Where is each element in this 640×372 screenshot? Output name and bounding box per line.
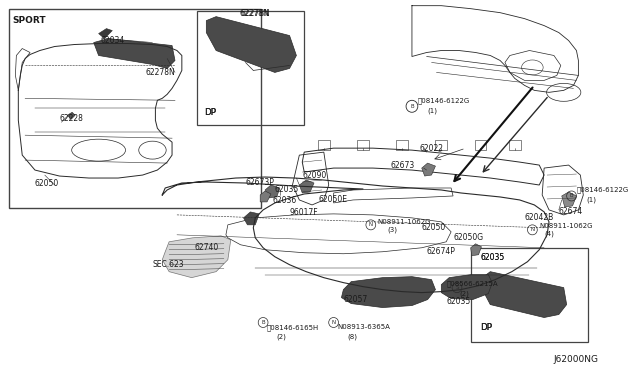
Polygon shape <box>67 112 75 119</box>
Text: 62036: 62036 <box>273 196 297 205</box>
Text: DP: DP <box>204 108 216 117</box>
Bar <box>475 140 486 150</box>
Text: DP: DP <box>481 323 493 332</box>
Polygon shape <box>300 180 314 193</box>
Text: 62022: 62022 <box>420 144 444 153</box>
Text: SEC.623: SEC.623 <box>152 260 184 269</box>
Text: DP: DP <box>481 323 492 332</box>
Text: (1): (1) <box>586 197 596 203</box>
Bar <box>435 140 447 150</box>
Text: 62034: 62034 <box>100 36 125 45</box>
Bar <box>196 11 304 125</box>
Text: N08913-6365A: N08913-6365A <box>337 324 390 330</box>
Text: B: B <box>410 104 413 109</box>
Polygon shape <box>244 212 259 225</box>
Bar <box>470 248 588 342</box>
Text: 62228: 62228 <box>60 114 83 123</box>
Text: J62000NG: J62000NG <box>554 355 599 364</box>
Text: (4): (4) <box>544 231 554 237</box>
Text: 62278N: 62278N <box>146 68 175 77</box>
Text: N08911-1062G: N08911-1062G <box>378 219 431 225</box>
Bar <box>8 9 261 208</box>
Polygon shape <box>99 29 112 39</box>
Polygon shape <box>562 192 577 207</box>
Text: (3): (3) <box>387 227 397 233</box>
Text: (2): (2) <box>277 333 287 340</box>
Text: Ⓜ08566-6215A: Ⓜ08566-6215A <box>446 280 498 287</box>
Text: DP: DP <box>204 108 216 117</box>
Text: 62050: 62050 <box>422 223 446 232</box>
Polygon shape <box>470 244 481 256</box>
Text: 62050: 62050 <box>35 179 60 187</box>
Polygon shape <box>260 191 271 202</box>
Polygon shape <box>483 272 566 318</box>
Text: 62278N: 62278N <box>241 9 270 18</box>
Text: SPORT: SPORT <box>12 16 46 25</box>
Text: B: B <box>261 320 265 325</box>
Text: 62673: 62673 <box>390 161 415 170</box>
Polygon shape <box>163 236 231 278</box>
Text: 62035: 62035 <box>481 253 505 262</box>
Text: 62090: 62090 <box>302 170 326 180</box>
Text: 62035: 62035 <box>275 186 299 195</box>
Text: B: B <box>570 193 573 199</box>
Text: 62278N: 62278N <box>239 9 269 18</box>
Text: 62674P: 62674P <box>427 247 456 256</box>
Text: 62035: 62035 <box>446 297 470 306</box>
Text: (1): (1) <box>428 107 438 113</box>
Text: S: S <box>455 285 459 290</box>
Bar <box>509 140 520 150</box>
Text: Ⓑ08146-6122G: Ⓑ08146-6122G <box>418 97 470 104</box>
Text: N: N <box>332 320 335 325</box>
Text: 62042B: 62042B <box>525 214 554 222</box>
Text: (8): (8) <box>348 333 357 340</box>
Polygon shape <box>93 39 175 68</box>
Bar <box>396 140 408 150</box>
Polygon shape <box>422 163 435 176</box>
Bar <box>357 140 369 150</box>
Text: Ⓑ08146-6122G: Ⓑ08146-6122G <box>577 187 628 193</box>
Polygon shape <box>342 277 435 308</box>
Text: 62673P: 62673P <box>246 177 275 186</box>
Text: 62674: 62674 <box>559 208 583 217</box>
Text: Ⓑ08146-6165H: Ⓑ08146-6165H <box>267 324 319 331</box>
Polygon shape <box>206 17 296 73</box>
Polygon shape <box>442 275 492 299</box>
Text: 62035: 62035 <box>481 253 505 262</box>
Text: (2): (2) <box>459 291 469 297</box>
Text: 62057: 62057 <box>344 295 367 304</box>
Text: N08911-1062G: N08911-1062G <box>540 223 593 229</box>
Text: 96017F: 96017F <box>289 208 318 217</box>
Bar <box>318 140 330 150</box>
Text: 62740: 62740 <box>195 243 219 252</box>
Text: 62050E: 62050E <box>319 195 348 205</box>
Text: N: N <box>369 222 373 227</box>
Text: N: N <box>531 227 534 232</box>
Polygon shape <box>265 185 280 198</box>
Text: 62050G: 62050G <box>453 233 483 242</box>
